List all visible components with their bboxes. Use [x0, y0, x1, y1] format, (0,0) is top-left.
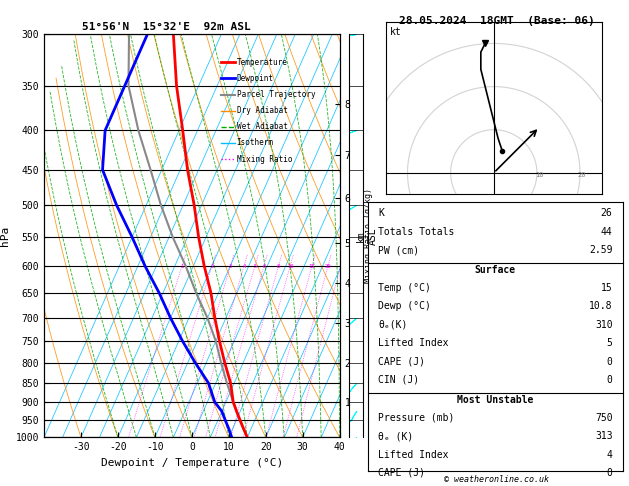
Text: 0: 0 [606, 468, 613, 478]
Text: K: K [378, 208, 384, 218]
Text: 15: 15 [601, 283, 613, 293]
Text: 28.05.2024  18GMT  (Base: 06): 28.05.2024 18GMT (Base: 06) [399, 16, 595, 26]
Text: 0: 0 [606, 357, 613, 366]
Text: 20: 20 [578, 172, 586, 178]
Text: Dewp (°C): Dewp (°C) [378, 301, 431, 312]
Text: 15: 15 [309, 264, 315, 269]
Text: 2.59: 2.59 [589, 245, 613, 255]
Text: 0: 0 [606, 375, 613, 385]
Text: 1: 1 [181, 264, 184, 269]
Text: CIN (J): CIN (J) [378, 375, 420, 385]
Text: 5: 5 [606, 338, 613, 348]
Text: 750: 750 [595, 413, 613, 423]
Text: Lifted Index: Lifted Index [378, 450, 448, 460]
Text: 310: 310 [595, 320, 613, 330]
Text: Temp (°C): Temp (°C) [378, 283, 431, 293]
Text: 20: 20 [325, 264, 331, 269]
Text: Wet Adiabat: Wet Adiabat [237, 122, 287, 131]
Text: 4: 4 [606, 450, 613, 460]
Text: Temperature: Temperature [237, 58, 287, 67]
Text: Pressure (mb): Pressure (mb) [378, 413, 455, 423]
Text: 4: 4 [242, 264, 245, 269]
Text: PW (cm): PW (cm) [378, 245, 420, 255]
Text: 5: 5 [253, 264, 257, 269]
Text: 51°56'N  15°32'E  92m ASL: 51°56'N 15°32'E 92m ASL [82, 22, 251, 32]
Y-axis label: km
ASL: km ASL [356, 227, 377, 244]
Text: 10.8: 10.8 [589, 301, 613, 312]
Text: 3: 3 [229, 264, 232, 269]
Text: θₑ(K): θₑ(K) [378, 320, 408, 330]
Text: Dewpoint: Dewpoint [237, 74, 274, 83]
Text: Surface: Surface [475, 265, 516, 275]
Text: Dry Adiabat: Dry Adiabat [237, 106, 287, 115]
Text: 10: 10 [535, 172, 543, 178]
Text: Totals Totals: Totals Totals [378, 227, 455, 237]
Text: Parcel Trajectory: Parcel Trajectory [237, 90, 315, 99]
Text: Most Unstable: Most Unstable [457, 395, 533, 404]
Text: Lifted Index: Lifted Index [378, 338, 448, 348]
Text: 8: 8 [277, 264, 280, 269]
Text: θₑ (K): θₑ (K) [378, 431, 413, 441]
Text: 44: 44 [601, 227, 613, 237]
X-axis label: Dewpoint / Temperature (°C): Dewpoint / Temperature (°C) [101, 458, 283, 468]
Text: 26: 26 [601, 208, 613, 218]
Text: 6: 6 [262, 264, 265, 269]
Text: Isotherm: Isotherm [237, 139, 274, 147]
Text: 10: 10 [287, 264, 293, 269]
Text: CAPE (J): CAPE (J) [378, 357, 425, 366]
Text: 313: 313 [595, 431, 613, 441]
Text: © weatheronline.co.uk: © weatheronline.co.uk [445, 474, 549, 484]
Text: kt: kt [390, 27, 402, 37]
Text: Mixing Ratio: Mixing Ratio [237, 155, 292, 164]
Text: 2: 2 [210, 264, 213, 269]
Text: CAPE (J): CAPE (J) [378, 468, 425, 478]
Y-axis label: hPa: hPa [0, 226, 10, 246]
Text: Mixing Ratio (g/kg): Mixing Ratio (g/kg) [364, 188, 374, 283]
